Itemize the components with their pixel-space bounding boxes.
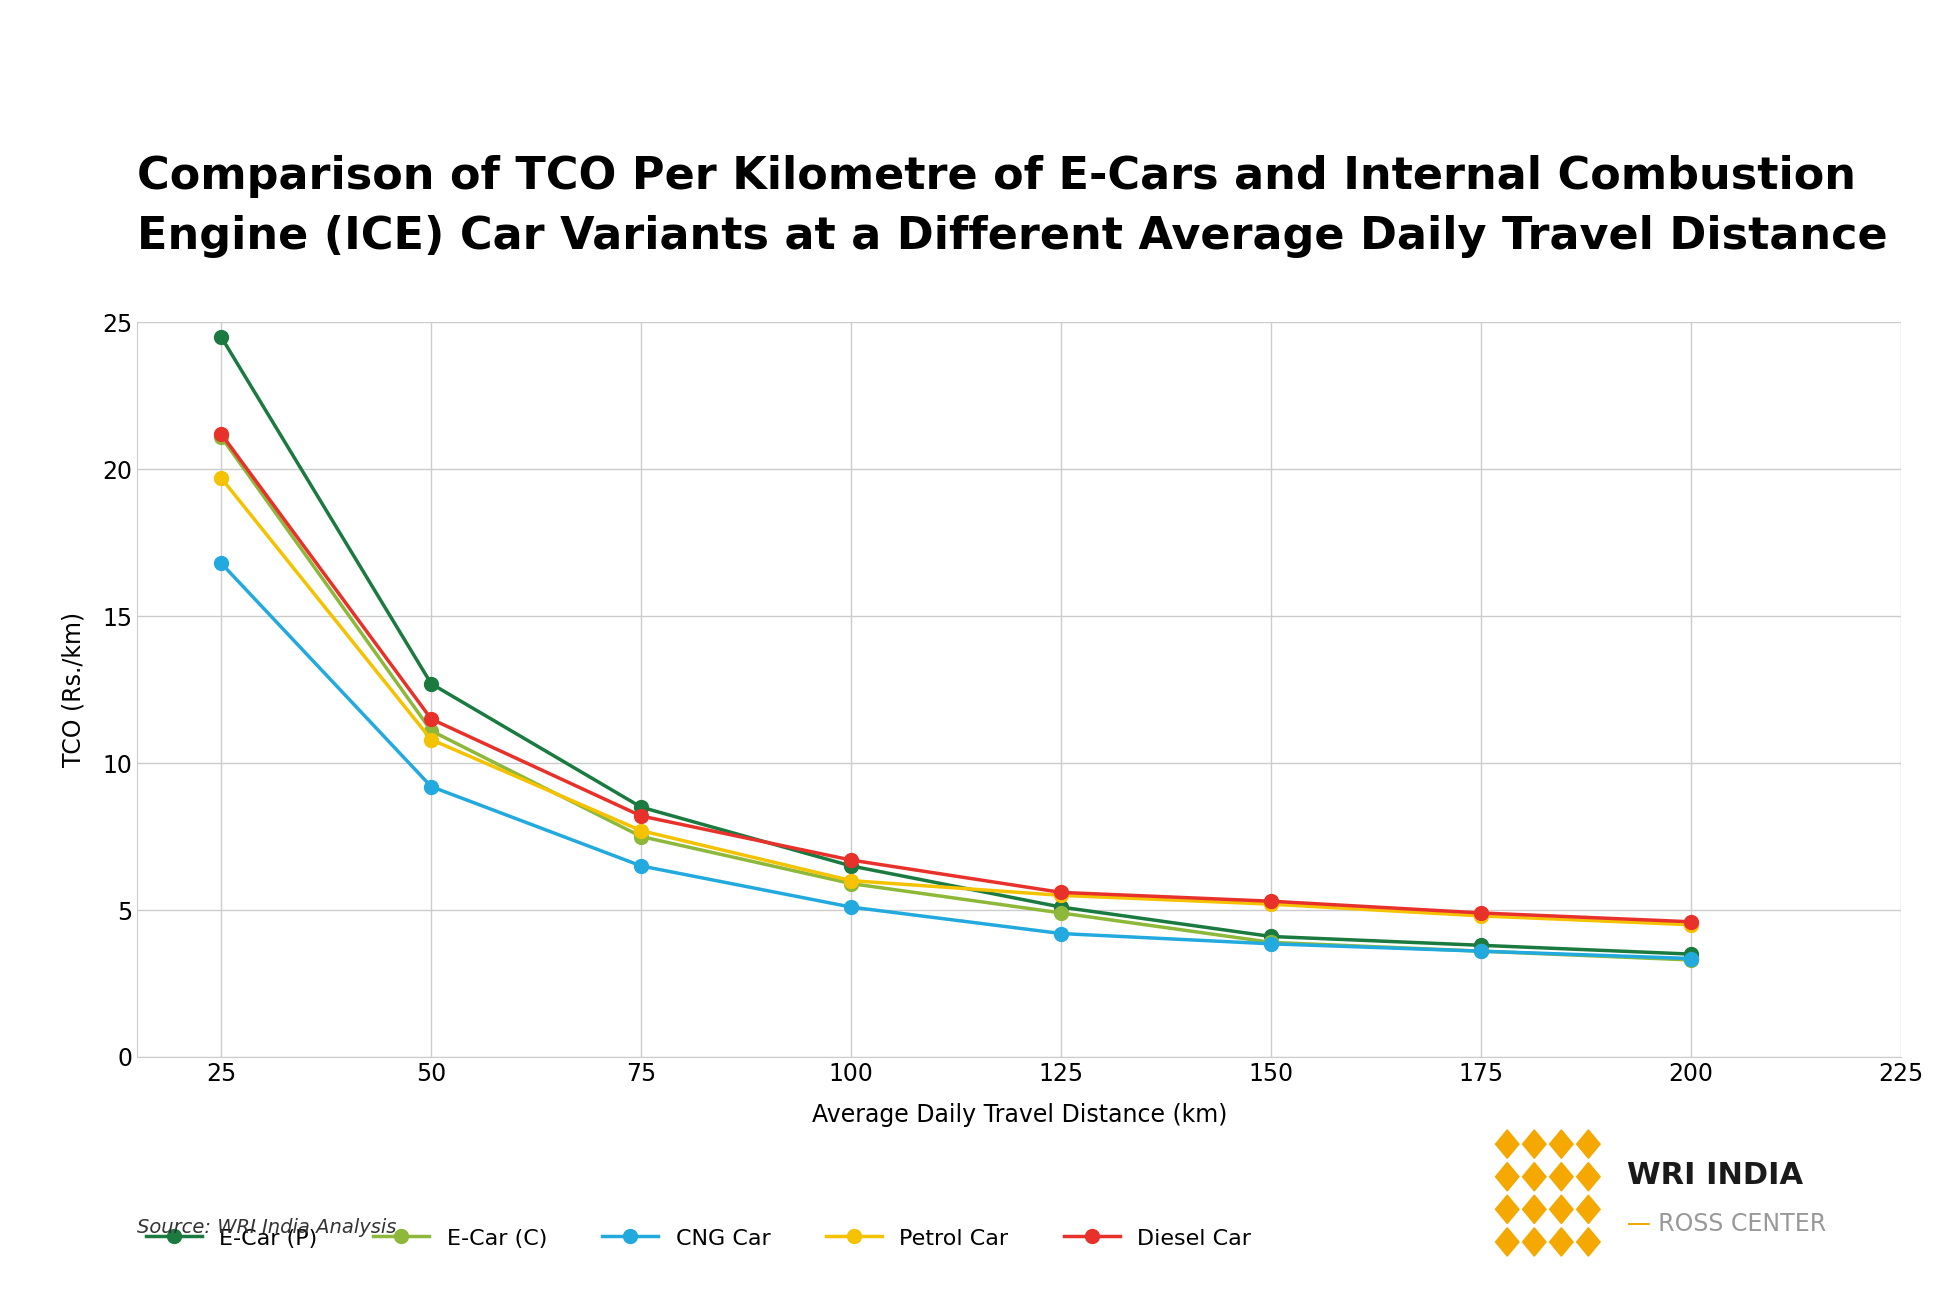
Polygon shape — [1495, 1163, 1519, 1191]
E-Car (C) — [1049, 905, 1072, 920]
Text: Comparison of TCO Per Kilometre of E-Cars and Internal Combustion
Engine (ICE) C: Comparison of TCO Per Kilometre of E-Car… — [137, 155, 1887, 258]
Text: Source: WRI India Analysis: Source: WRI India Analysis — [137, 1218, 396, 1237]
Line: E-Car (C): E-Car (C) — [214, 431, 1697, 967]
Line: E-Car (P): E-Car (P) — [214, 330, 1697, 962]
Polygon shape — [1515, 1218, 1527, 1234]
Polygon shape — [1541, 1218, 1554, 1234]
Diesel Car — [1260, 893, 1284, 909]
E-Car (C) — [1680, 953, 1703, 968]
Petrol Car — [1470, 909, 1494, 924]
Diesel Car — [1470, 905, 1494, 920]
Polygon shape — [1576, 1163, 1599, 1191]
CNG Car — [1049, 926, 1072, 941]
Polygon shape — [1515, 1186, 1527, 1201]
Polygon shape — [1576, 1195, 1599, 1223]
E-Car (P) — [1260, 929, 1284, 945]
E-Car (C) — [1470, 944, 1494, 959]
CNG Car — [629, 858, 653, 874]
Petrol Car — [419, 732, 443, 748]
Polygon shape — [1523, 1227, 1546, 1255]
Diesel Car — [1049, 884, 1072, 900]
E-Car (P) — [1470, 937, 1494, 953]
E-Car (P) — [1049, 900, 1072, 915]
Polygon shape — [1495, 1227, 1519, 1255]
E-Car (P) — [839, 858, 862, 874]
Petrol Car — [1049, 888, 1072, 904]
Polygon shape — [1515, 1152, 1527, 1168]
CNG Car — [1680, 951, 1703, 967]
CNG Car — [1470, 944, 1494, 959]
E-Car (C) — [839, 875, 862, 891]
Polygon shape — [1541, 1186, 1554, 1201]
Polygon shape — [1568, 1186, 1582, 1201]
E-Car (C) — [419, 723, 443, 739]
X-axis label: Average Daily Travel Distance (km): Average Daily Travel Distance (km) — [811, 1102, 1227, 1127]
Polygon shape — [1576, 1130, 1599, 1159]
Polygon shape — [1576, 1227, 1599, 1255]
Polygon shape — [1568, 1152, 1582, 1168]
Polygon shape — [1523, 1130, 1546, 1159]
Y-axis label: TCO (Rs./km): TCO (Rs./km) — [61, 612, 86, 767]
Polygon shape — [1523, 1195, 1546, 1223]
CNG Car — [419, 779, 443, 794]
Text: — ROSS CENTER: — ROSS CENTER — [1627, 1212, 1827, 1236]
Legend: E-Car (P), E-Car (C), CNG Car, Petrol Car, Diesel Car: E-Car (P), E-Car (C), CNG Car, Petrol Ca… — [137, 1218, 1260, 1258]
Petrol Car — [1260, 896, 1284, 911]
Diesel Car — [839, 852, 862, 867]
E-Car (P) — [1680, 946, 1703, 962]
Diesel Car — [210, 427, 233, 442]
Line: Petrol Car: Petrol Car — [214, 470, 1697, 932]
Polygon shape — [1495, 1195, 1519, 1223]
Polygon shape — [1550, 1227, 1574, 1255]
E-Car (C) — [210, 429, 233, 445]
Petrol Car — [839, 873, 862, 888]
Diesel Car — [629, 808, 653, 824]
Polygon shape — [1550, 1195, 1574, 1223]
Petrol Car — [210, 470, 233, 486]
Petrol Car — [1680, 916, 1703, 932]
E-Car (P) — [210, 329, 233, 344]
Polygon shape — [1568, 1218, 1582, 1234]
Petrol Car — [629, 822, 653, 838]
Polygon shape — [1550, 1163, 1574, 1191]
CNG Car — [210, 556, 233, 571]
E-Car (C) — [629, 829, 653, 844]
Line: Diesel Car: Diesel Car — [214, 427, 1697, 929]
E-Car (P) — [419, 675, 443, 691]
Line: CNG Car: CNG Car — [214, 557, 1697, 965]
Text: —: — — [1627, 1212, 1650, 1236]
Polygon shape — [1541, 1152, 1554, 1168]
CNG Car — [839, 900, 862, 915]
Diesel Car — [1680, 914, 1703, 929]
Polygon shape — [1495, 1130, 1519, 1159]
E-Car (C) — [1260, 935, 1284, 950]
Diesel Car — [419, 712, 443, 727]
Text: WRI INDIA: WRI INDIA — [1627, 1161, 1803, 1190]
E-Car (P) — [629, 799, 653, 815]
CNG Car — [1260, 936, 1284, 951]
Polygon shape — [1523, 1163, 1546, 1191]
Polygon shape — [1550, 1130, 1574, 1159]
